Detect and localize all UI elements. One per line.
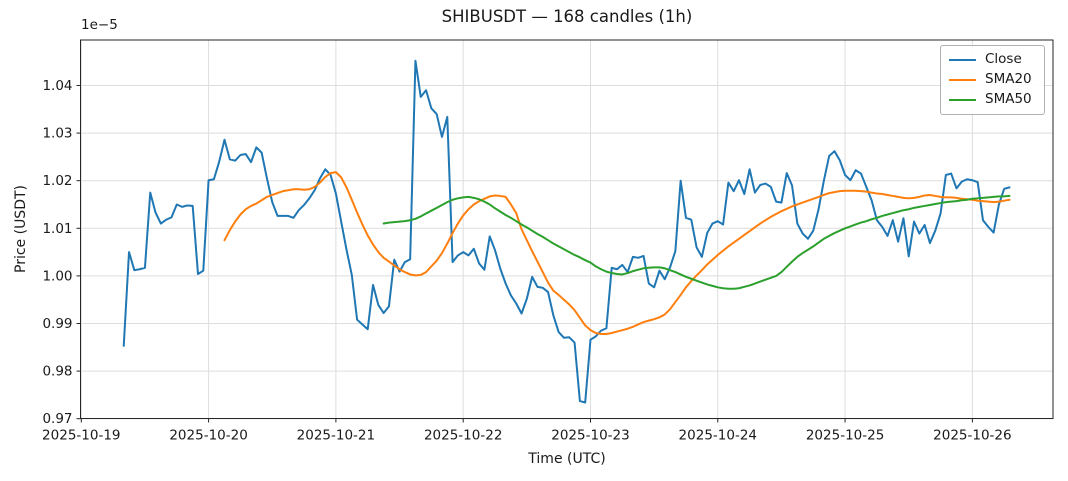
- x-tick-label: 2025-10-26: [933, 428, 1011, 444]
- y-tick-label: 1.01: [42, 221, 72, 237]
- axes-spines: [80, 39, 1054, 419]
- legend-label: SMA20: [985, 71, 1032, 88]
- y-tick-label: 0.97: [42, 411, 72, 427]
- y-axis-offset-label: 1e−5: [81, 17, 118, 33]
- y-tick-label: 1.00: [42, 268, 72, 284]
- y-tick-label: 1.03: [42, 126, 72, 142]
- x-tick-label: 2025-10-21: [297, 428, 375, 444]
- legend-label: SMA50: [985, 91, 1032, 108]
- x-tick-label: 2025-10-25: [806, 428, 884, 444]
- legend-item-sma50: SMA50: [949, 90, 1036, 110]
- x-tick-label: 2025-10-19: [42, 428, 120, 444]
- sma50-line-swatch-icon: [949, 98, 976, 102]
- legend-label: Close: [985, 51, 1022, 68]
- series-line-sma50: [382, 194, 1011, 290]
- series-line-sma20: [223, 171, 1011, 335]
- y-tick-label: 1.02: [42, 173, 72, 189]
- x-tick-label: 2025-10-22: [424, 428, 502, 444]
- x-tick-label: 2025-10-24: [679, 428, 757, 444]
- legend-item-sma20: SMA20: [949, 70, 1036, 90]
- y-axis-label: Price (USDT): [13, 185, 29, 273]
- y-tick-label: 1.04: [42, 78, 72, 94]
- legend: Close SMA20 SMA50: [940, 45, 1045, 115]
- x-tick-label: 2025-10-23: [551, 428, 629, 444]
- x-axis-label: Time (UTC): [528, 451, 606, 467]
- series-line-close: [122, 59, 1011, 404]
- close-line-swatch-icon: [949, 58, 976, 62]
- legend-item-close: Close: [949, 50, 1036, 70]
- y-tick-label: 0.98: [42, 364, 72, 380]
- y-tick-label: 0.99: [42, 316, 72, 332]
- x-tick-label: 2025-10-20: [169, 428, 247, 444]
- chart-title: SHIBUSDT — 168 candles (1h): [441, 7, 693, 26]
- sma20-line-swatch-icon: [949, 78, 976, 82]
